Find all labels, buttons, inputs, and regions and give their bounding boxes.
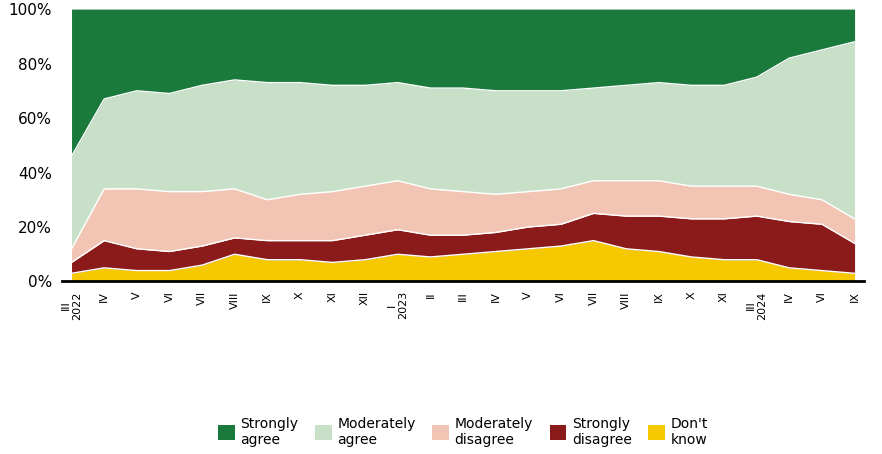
Legend: Strongly
agree, Moderately
agree, Moderately
disagree, Strongly
disagree, Don't
: Strongly agree, Moderately agree, Modera… (213, 411, 714, 452)
